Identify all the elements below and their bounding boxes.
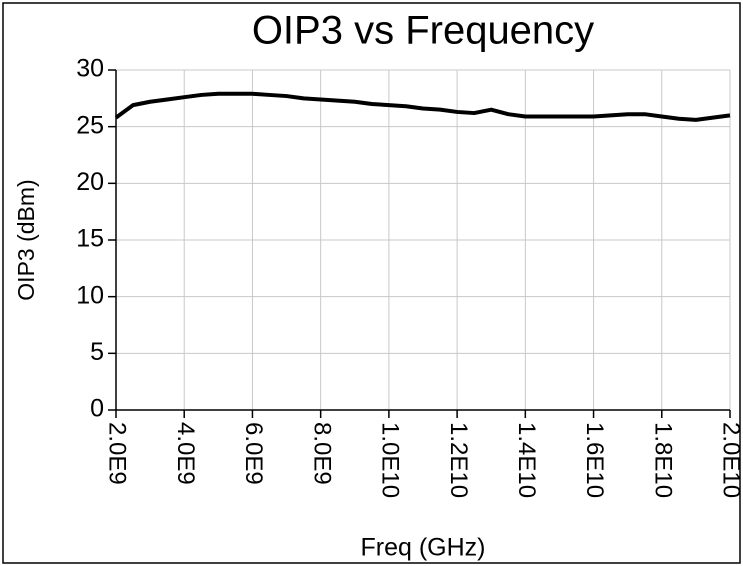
y-tick-label: 30 <box>76 55 104 83</box>
x-tick-label: 8.0E9 <box>308 422 335 485</box>
y-tick-label: 0 <box>90 395 104 423</box>
x-tick-label: 1.6E10 <box>581 422 608 498</box>
data-line <box>114 91 731 122</box>
y-tick-label: 20 <box>76 168 104 196</box>
x-tick-label: 1.2E10 <box>445 422 472 498</box>
x-tick-label: 1.8E10 <box>649 422 676 498</box>
x-tick-label: 2.0E9 <box>104 422 131 485</box>
x-tick-label: 6.0E9 <box>240 422 267 485</box>
y-tick-label: 5 <box>90 338 104 366</box>
y-tick-label: 15 <box>76 225 104 253</box>
x-axis-label: Freq (GHz) <box>361 534 486 562</box>
y-tick-label: 25 <box>76 111 104 139</box>
y-tick-label: 10 <box>76 281 104 309</box>
x-tick-label: 4.0E9 <box>172 422 199 485</box>
chart-title: OIP3 vs Frequency <box>252 9 594 53</box>
x-tick-label: 1.4E10 <box>513 422 540 498</box>
x-tick-label: 1.0E10 <box>377 422 404 498</box>
y-axis-label: OIP3 (dBm) <box>13 179 39 300</box>
x-tick-label: 2.0E10 <box>718 422 743 498</box>
